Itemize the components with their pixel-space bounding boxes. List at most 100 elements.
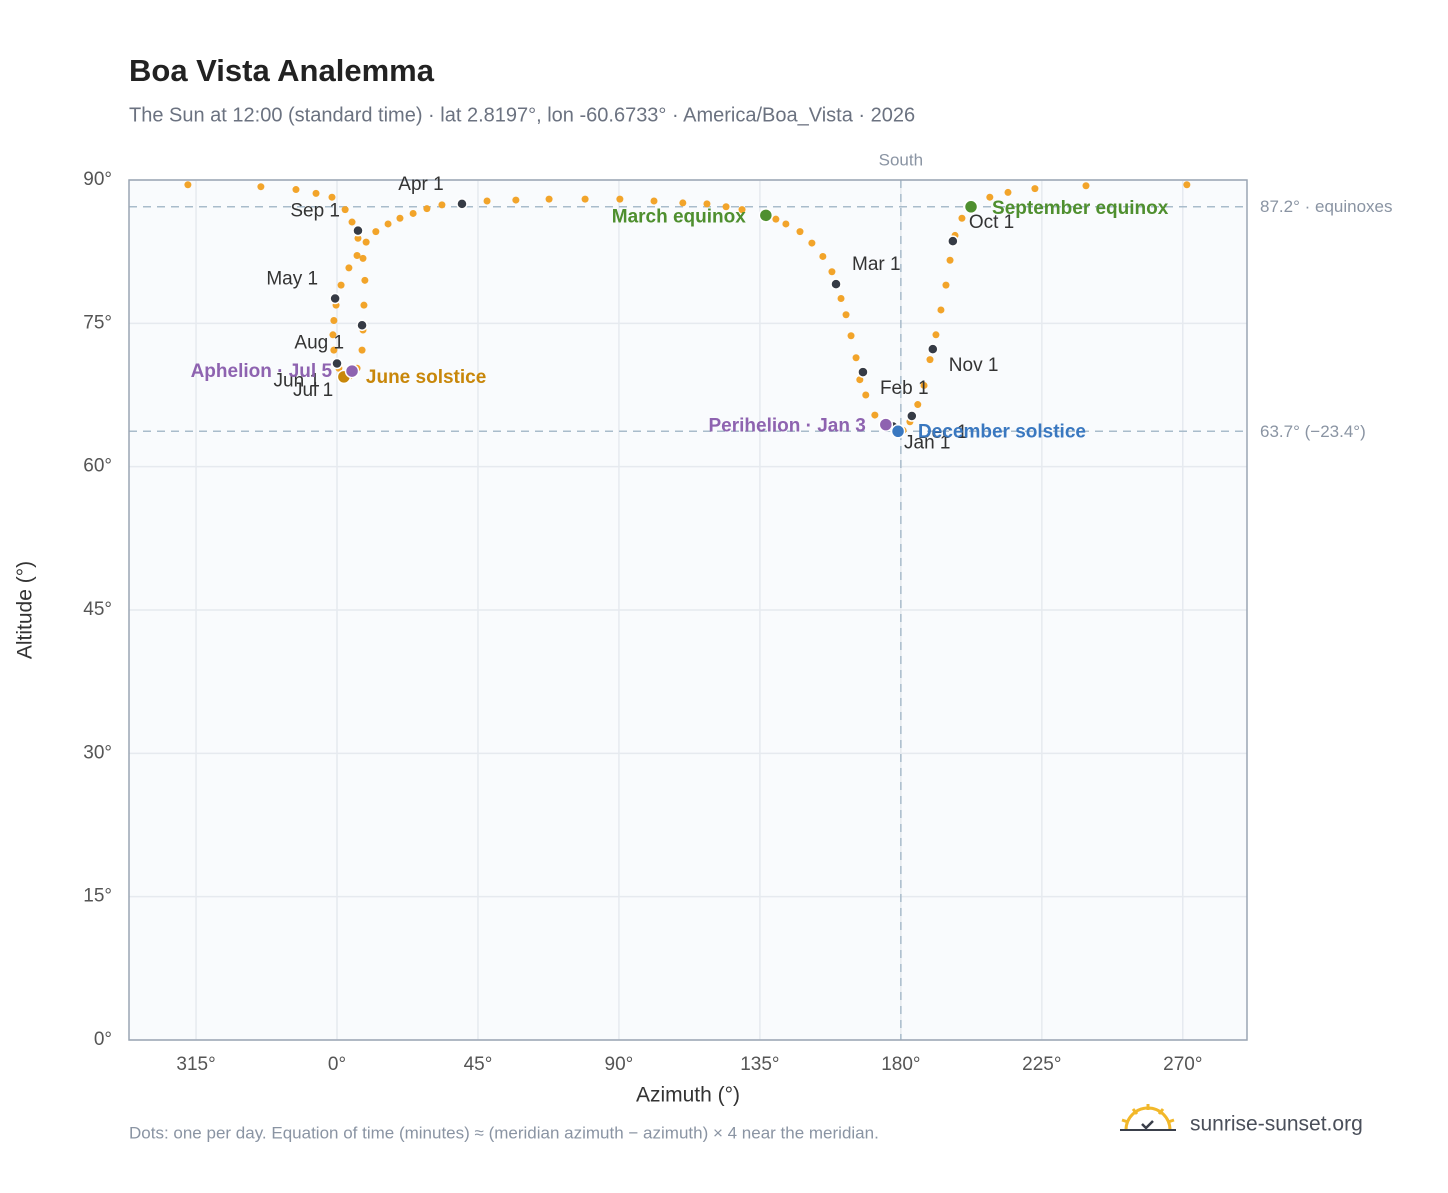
y-axis-label: Altitude (°)	[14, 561, 37, 659]
month-dot	[456, 198, 468, 210]
y-tick-label: 0°	[94, 1029, 112, 1050]
month-label: Oct 1	[969, 212, 1014, 233]
footnote: Dots: one per day. Equation of time (min…	[129, 1123, 879, 1142]
day-dot	[362, 238, 370, 246]
month-label: Jun 1	[274, 370, 320, 391]
day-dot	[808, 239, 816, 247]
day-dot	[856, 376, 864, 384]
day-dot	[184, 181, 192, 189]
month-label: May 1	[266, 269, 318, 290]
day-dot	[512, 196, 520, 204]
day-dot	[837, 294, 845, 302]
chart-title: Boa Vista Analemma	[129, 53, 435, 88]
day-dot	[330, 346, 338, 354]
day-dot	[871, 411, 879, 419]
day-dot	[345, 264, 353, 272]
y-tick-label: 90°	[83, 169, 112, 190]
day-dot	[409, 209, 417, 217]
day-dot	[372, 228, 380, 236]
day-dot	[329, 331, 337, 339]
day-dot	[337, 281, 345, 289]
month-label: Dec 1	[918, 422, 968, 443]
reference-label: 63.7° (−23.4°)	[1260, 422, 1366, 441]
month-label: Mar 1	[852, 254, 901, 275]
month-dot	[329, 292, 341, 305]
month-dot	[331, 357, 343, 370]
plot-frame	[128, 179, 1248, 1041]
day-dot	[937, 306, 945, 314]
month-dot	[857, 366, 869, 378]
day-dot	[1082, 182, 1090, 190]
day-dot	[842, 311, 850, 319]
event-dot	[963, 199, 979, 215]
day-dot	[438, 201, 446, 209]
x-tick-label: 270°	[1163, 1054, 1202, 1075]
y-tick-label: 45°	[83, 599, 112, 620]
day-dot	[926, 356, 934, 364]
day-dot	[1183, 181, 1191, 189]
reference-label: 87.2° · equinoxes	[1260, 197, 1393, 216]
month-label: Jan 1	[904, 433, 950, 454]
day-dot	[353, 251, 361, 259]
event-dot	[758, 208, 774, 223]
month-dot	[906, 410, 918, 422]
brand-text: sunrise-sunset.org	[1190, 1113, 1363, 1136]
day-dot	[330, 316, 338, 324]
x-tick-label: 315°	[176, 1054, 215, 1075]
day-dot	[581, 195, 589, 203]
day-dot	[819, 252, 827, 260]
y-tick-label: 60°	[83, 456, 112, 477]
month-dot	[830, 278, 842, 290]
day-dot	[354, 234, 362, 242]
day-dot	[257, 183, 265, 191]
day-dot	[312, 189, 320, 197]
event-label: Aphelion · Jul 5	[191, 361, 333, 382]
day-dot	[738, 206, 746, 214]
event-dot	[344, 363, 360, 379]
day-dot	[942, 281, 950, 289]
day-dot	[847, 332, 855, 340]
event-dot	[890, 424, 906, 439]
x-tick-label: 0°	[328, 1054, 346, 1075]
y-tick-label: 15°	[83, 886, 112, 907]
y-tick-label: 30°	[83, 742, 112, 763]
day-dot	[772, 215, 780, 223]
day-dot	[358, 346, 366, 354]
day-dot	[782, 220, 790, 228]
day-dot	[384, 220, 392, 228]
day-dot	[360, 301, 368, 309]
day-dot	[483, 197, 491, 205]
day-dot	[703, 200, 711, 208]
event-label: June solstice	[366, 367, 486, 388]
month-label: Feb 1	[880, 378, 929, 399]
day-dot	[616, 195, 624, 203]
day-dot	[958, 214, 966, 222]
day-dot	[852, 354, 860, 362]
day-dot	[679, 199, 687, 207]
day-dot	[914, 401, 922, 409]
event-label: September equinox	[992, 198, 1169, 219]
month-dot	[927, 343, 939, 355]
brand-logo	[1120, 1104, 1176, 1131]
x-tick-label: 90°	[605, 1054, 634, 1075]
month-label: Sep 1	[290, 201, 340, 222]
day-dot	[545, 195, 553, 203]
day-dot	[920, 381, 928, 389]
month-label: Aug 1	[294, 332, 344, 353]
x-tick-label: 180°	[881, 1054, 920, 1075]
x-tick-label: 225°	[1022, 1054, 1061, 1075]
day-dot	[328, 193, 336, 201]
event-label: March equinox	[612, 206, 747, 227]
month-dot	[352, 224, 364, 237]
day-dot	[932, 331, 940, 339]
day-dot	[423, 205, 431, 213]
chart-subtitle: The Sun at 12:00 (standard time) · lat 2…	[129, 104, 915, 126]
day-dot	[722, 203, 730, 211]
month-label: Jul 1	[293, 380, 333, 401]
day-dot	[396, 214, 404, 222]
y-tick-label: 75°	[83, 312, 112, 333]
day-dot	[986, 193, 994, 201]
reference-label: South	[879, 150, 923, 169]
x-axis-label: Azimuth (°)	[636, 1084, 740, 1107]
